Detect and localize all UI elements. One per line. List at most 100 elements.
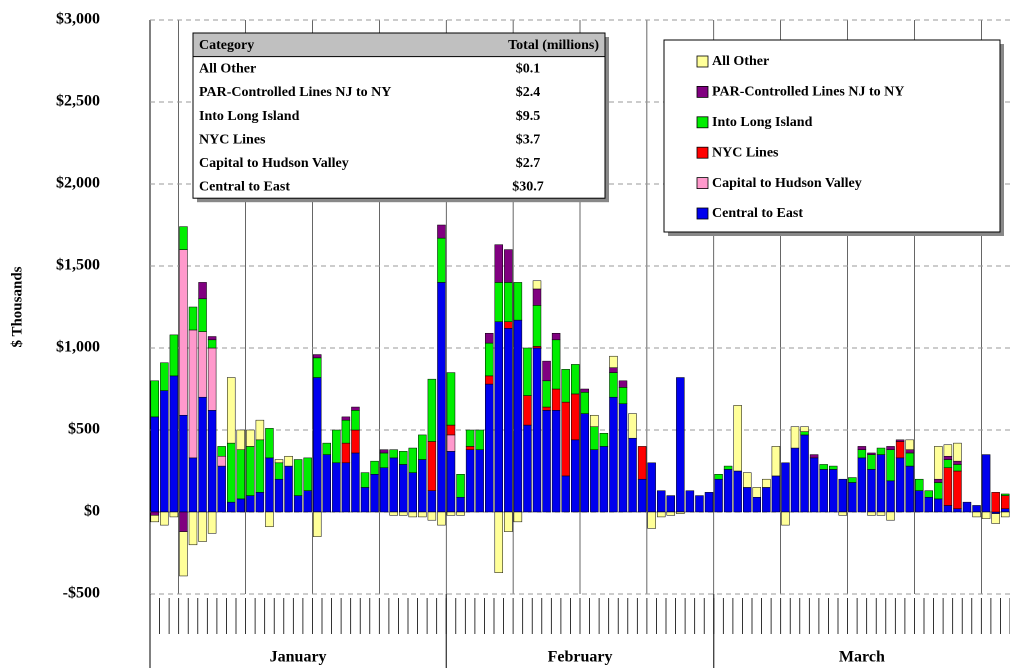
bar-segment — [484, 375, 494, 385]
bar-segment — [934, 478, 943, 483]
bar-segment — [618, 387, 628, 405]
bar-segment — [781, 462, 790, 513]
bar-segment — [752, 496, 762, 513]
bar-segment — [207, 339, 217, 349]
bar-segment — [523, 395, 532, 426]
bar-segment — [809, 454, 819, 459]
bar-segment — [198, 282, 207, 300]
bar-segment — [322, 454, 332, 513]
bar-segment — [379, 452, 389, 468]
bar-segment — [198, 396, 207, 513]
bar-segment — [456, 496, 465, 513]
bar-segment — [207, 336, 217, 341]
bar-segment — [236, 429, 246, 450]
bar-segment — [1000, 493, 1010, 496]
bar-segment — [150, 416, 160, 513]
bar-segment — [714, 474, 723, 480]
bar-segment — [217, 465, 226, 513]
bar-segment — [236, 449, 246, 500]
bar-segment — [351, 452, 360, 513]
bar-segment — [456, 474, 465, 498]
bar-segment — [953, 464, 962, 472]
bar-segment — [207, 511, 217, 534]
bar-segment — [704, 492, 714, 513]
bar-segment — [312, 354, 322, 359]
bar-segment — [255, 492, 265, 513]
y-tick-label: $2,500 — [56, 93, 100, 110]
bar-segment — [351, 406, 360, 411]
bar-segment — [857, 446, 867, 450]
table-cell: Into Long Island — [199, 109, 300, 124]
bar-segment — [981, 511, 991, 519]
y-axis-label: $ Thousands — [9, 266, 25, 347]
legend-label: All Other — [712, 54, 769, 69]
bar-segment — [160, 390, 169, 513]
bar-segment — [217, 455, 226, 467]
bar-segment — [628, 413, 637, 439]
bar-segment — [570, 393, 580, 441]
bar-segment — [542, 410, 551, 513]
bar-segment — [389, 449, 398, 459]
bar-segment — [398, 451, 408, 465]
bar-segment — [953, 442, 962, 462]
month-label: February — [548, 649, 613, 666]
bar-segment — [360, 487, 370, 513]
bar-segment — [819, 469, 828, 513]
bar-segment — [418, 459, 427, 513]
bar-segment — [465, 449, 475, 513]
bar-segment — [819, 464, 828, 470]
legend-label: Capital to Hudson Valley — [712, 176, 862, 191]
bar-segment — [771, 475, 781, 513]
bar-segment — [666, 511, 676, 516]
bar-segment — [504, 249, 513, 283]
legend-label: PAR-Controlled Lines NJ to NY — [712, 85, 904, 100]
bar-segment — [150, 515, 160, 523]
bar-segment — [379, 467, 389, 513]
y-tick-label: $3,000 — [56, 11, 100, 28]
bar-segment — [226, 442, 236, 503]
bar-segment — [599, 433, 609, 447]
bar-segment — [876, 454, 886, 513]
bar-segment — [217, 446, 226, 457]
bar-segment — [752, 487, 762, 498]
bar-segment — [972, 511, 981, 518]
bar-segment — [504, 328, 513, 513]
bar-segment — [408, 511, 418, 518]
bar-segment — [561, 475, 570, 513]
bar-segment — [953, 460, 962, 465]
bar-segment — [351, 410, 360, 431]
legend-swatch — [696, 86, 709, 98]
bar-segment — [160, 362, 169, 391]
bar-segment — [848, 477, 857, 483]
bar-segment — [542, 406, 551, 411]
bar-segment — [150, 380, 160, 418]
bar-segment — [437, 511, 446, 526]
y-tick-label: -$500 — [63, 585, 100, 602]
bar-segment — [800, 434, 809, 513]
bar-segment — [590, 414, 599, 427]
bar-segment — [895, 439, 905, 442]
bar-segment — [532, 347, 542, 513]
bar-segment — [198, 511, 207, 542]
bar-segment — [771, 446, 781, 477]
bar-segment — [914, 490, 924, 513]
legend: All Other PAR-Controlled Lines NJ to NY In… — [663, 39, 1004, 236]
legend-box — [663, 39, 1001, 233]
bar-segment — [532, 305, 542, 347]
bar-segment — [647, 462, 656, 513]
bar-segment — [742, 472, 752, 488]
bar-segment — [188, 306, 198, 331]
table-box — [192, 32, 606, 199]
bar-segment — [876, 511, 886, 516]
bar-segment — [723, 465, 733, 470]
bar-segment — [312, 511, 322, 537]
bar-segment — [934, 446, 943, 480]
table-cell: Capital to Hudson Valley — [199, 156, 349, 171]
bar-segment — [962, 501, 972, 513]
bar-segment — [790, 426, 800, 449]
bar-segment — [265, 511, 274, 528]
bar-segment — [523, 347, 532, 396]
bar-segment — [867, 454, 876, 470]
bar-segment — [408, 472, 418, 513]
